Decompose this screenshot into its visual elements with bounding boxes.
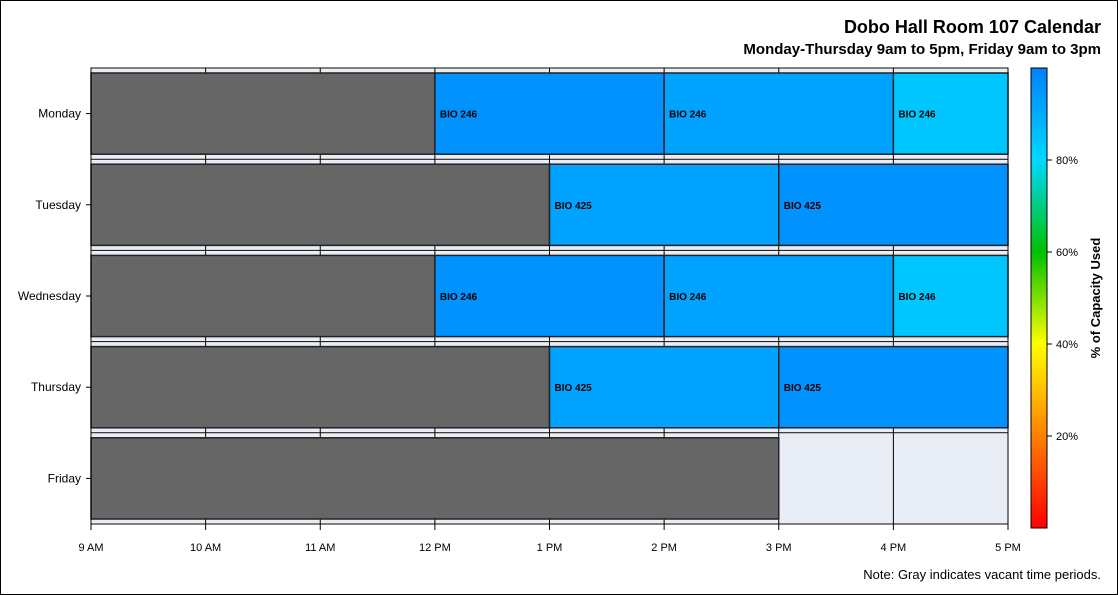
x-tick-label: 9 AM xyxy=(78,542,103,554)
class-bar xyxy=(434,72,665,155)
y-tick-label: Monday xyxy=(38,107,81,121)
colorbar-tick-label: 20% xyxy=(1056,431,1078,443)
class-label: BIO 246 xyxy=(669,292,707,303)
class-label: BIO 246 xyxy=(440,110,478,121)
class-label: BIO 425 xyxy=(784,201,822,212)
vacant-bar xyxy=(90,437,780,520)
class-bar xyxy=(548,163,780,247)
vacant-bar xyxy=(90,163,551,247)
class-label: BIO 425 xyxy=(555,201,593,212)
x-tick-label: 1 PM xyxy=(537,542,563,554)
chart-subtitle: Monday-Thursday 9am to 5pm, Friday 9am t… xyxy=(743,41,1101,58)
chart-note: Note: Gray indicates vacant time periods… xyxy=(863,567,1101,582)
colorbar-tick-label: 80% xyxy=(1056,155,1078,167)
class-bar xyxy=(663,72,895,155)
class-bar xyxy=(892,72,1009,155)
class-bar xyxy=(778,163,1009,247)
x-tick-label: 3 PM xyxy=(766,542,792,554)
colorbar xyxy=(1030,67,1048,529)
x-tick-label: 5 PM xyxy=(995,542,1021,554)
class-label: BIO 425 xyxy=(555,383,593,394)
y-tick-label: Wednesday xyxy=(18,289,81,303)
y-tick-label: Tuesday xyxy=(35,198,81,212)
x-tick-label: 2 PM xyxy=(651,542,677,554)
colorbar-tick-label: 60% xyxy=(1056,247,1078,259)
vacant-bar xyxy=(90,72,436,155)
colorbar-tick-label: 40% xyxy=(1056,339,1078,351)
y-tick-label: Friday xyxy=(48,471,81,485)
class-bar xyxy=(892,254,1009,338)
class-label: BIO 246 xyxy=(440,292,478,303)
chart-title: Dobo Hall Room 107 Calendar xyxy=(843,17,1101,37)
y-tick-label: Thursday xyxy=(31,380,81,394)
class-bar xyxy=(663,254,895,338)
class-label: BIO 425 xyxy=(784,383,822,394)
x-tick-label: 4 PM xyxy=(881,542,907,554)
class-label: BIO 246 xyxy=(898,292,936,303)
colorbar-label: % of Capacity Used xyxy=(1088,238,1103,359)
class-label: BIO 246 xyxy=(669,110,707,121)
x-tick-label: 10 AM xyxy=(190,542,221,554)
class-bar xyxy=(434,254,665,338)
x-tick-label: 12 PM xyxy=(419,542,451,554)
class-label: BIO 246 xyxy=(898,110,936,121)
class-bar xyxy=(778,345,1009,429)
vacant-bar xyxy=(90,345,551,429)
x-tick-label: 11 AM xyxy=(305,542,335,554)
vacant-bar xyxy=(90,254,436,338)
